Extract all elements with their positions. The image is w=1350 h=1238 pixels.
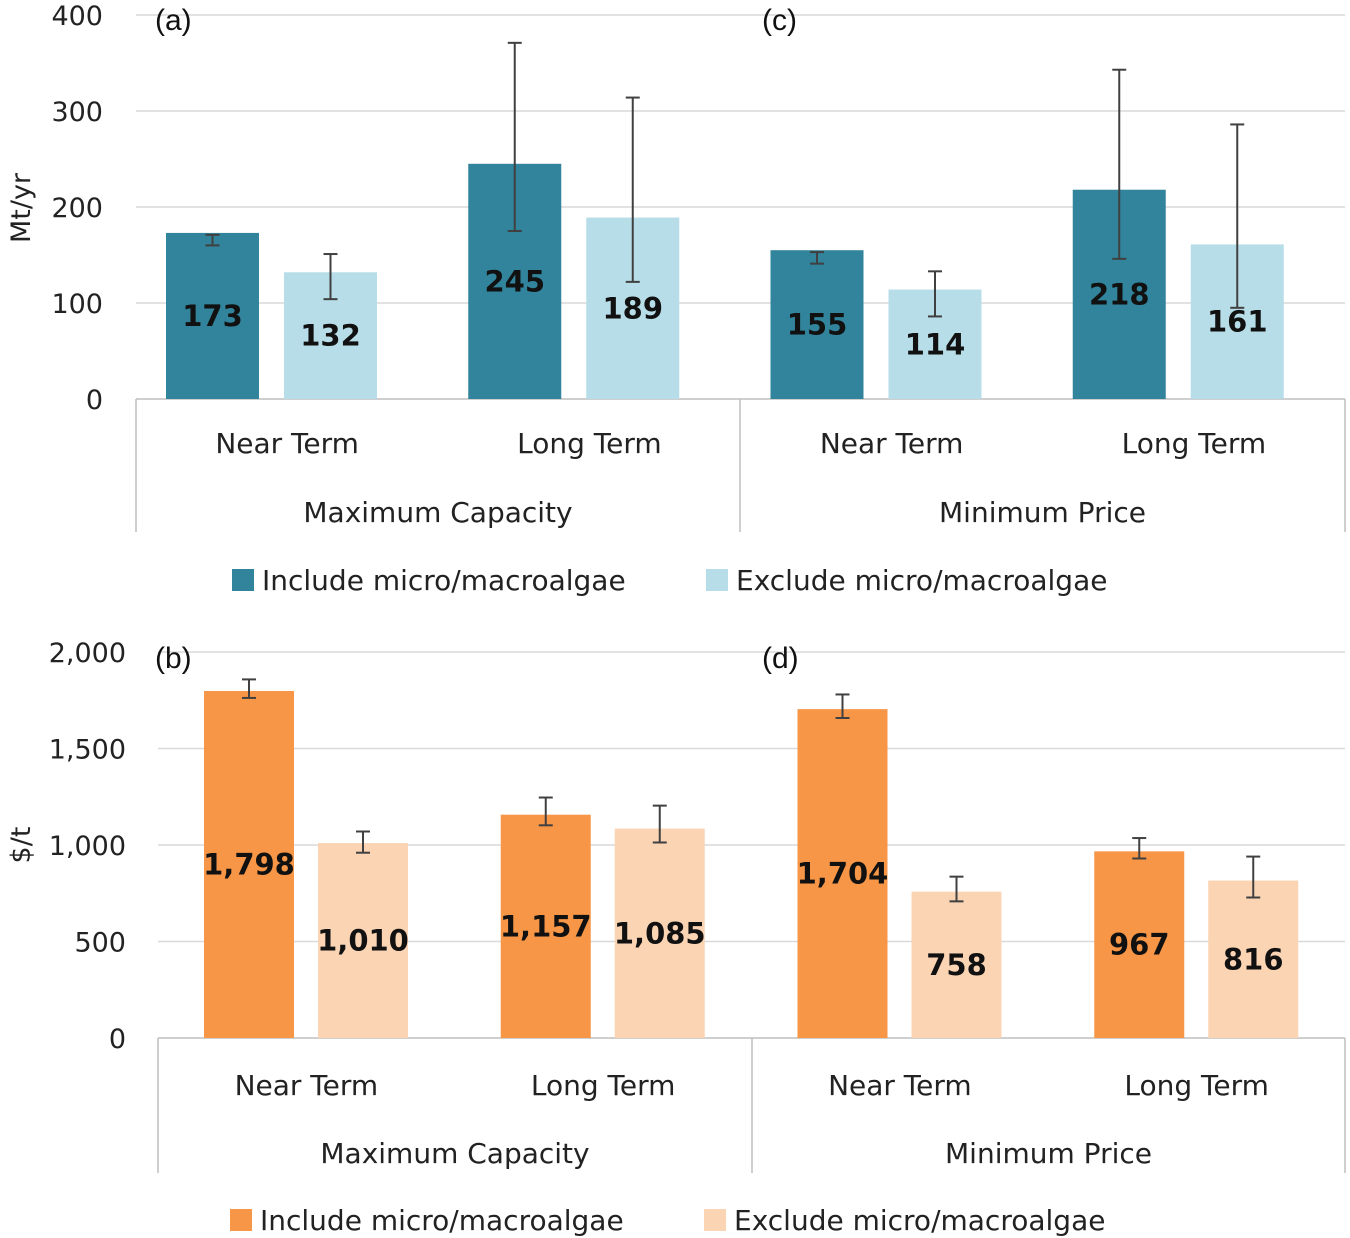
panel-label: (d)	[762, 642, 799, 675]
x-tick-label: Long Term	[517, 427, 662, 460]
y-tick-label: 300	[51, 97, 103, 128]
y-tick-label: 400	[51, 1, 103, 32]
bar	[166, 232, 259, 399]
legend-label: Exclude micro/macroalgae	[734, 1204, 1105, 1237]
data-label: 218	[1089, 277, 1150, 311]
x-tick-label: Near Term	[820, 427, 964, 460]
bar	[500, 814, 591, 1038]
group-label: Minimum Price	[939, 496, 1146, 529]
y-axis-title: $/t	[6, 827, 37, 864]
bar	[614, 828, 705, 1038]
x-tick-label: Long Term	[1122, 427, 1267, 460]
y-axis-title: Mt/yr	[6, 172, 37, 243]
data-label: 132	[300, 319, 361, 353]
data-label: 173	[182, 299, 243, 333]
chart-1: 0 500 1,000 1,500 2,000 $/t 1,798 1,157 1,704 967…	[6, 638, 1346, 1237]
bar	[1094, 851, 1185, 1038]
legend-label: Include micro/macroalgae	[262, 564, 626, 597]
panel-label: (b)	[155, 642, 192, 675]
y-tick-label: 0	[86, 385, 103, 416]
y-tick-label: 100	[51, 289, 103, 320]
x-tick-label: Near Term	[215, 427, 359, 460]
data-label: 1,704	[797, 857, 889, 891]
bar	[318, 843, 408, 1038]
legend-label: Include micro/macroalgae	[260, 1204, 624, 1237]
y-tick-label: 500	[74, 928, 126, 959]
data-label: 1,085	[614, 916, 706, 950]
y-tick-label: 1,000	[49, 831, 126, 862]
data-label: 1,798	[203, 847, 295, 881]
data-label: 1,157	[500, 909, 592, 943]
y-tick-label: 200	[51, 193, 103, 224]
legend-swatch	[706, 569, 728, 591]
y-tick-label: 0	[109, 1024, 126, 1055]
group-label: Minimum Price	[945, 1137, 1152, 1170]
x-tick-label: Near Term	[235, 1069, 379, 1102]
x-tick-label: Near Term	[828, 1069, 972, 1102]
x-tick-label: Long Term	[1124, 1069, 1269, 1102]
bar	[204, 690, 294, 1038]
data-label: 967	[1109, 928, 1170, 962]
legend-swatch	[230, 1209, 252, 1231]
legend-label: Exclude micro/macroalgae	[736, 564, 1107, 597]
data-label: 816	[1223, 942, 1284, 976]
bar	[1208, 880, 1299, 1038]
data-label: 189	[602, 291, 663, 325]
data-label: 245	[484, 264, 545, 298]
data-label: 758	[926, 948, 987, 982]
data-label: 155	[787, 308, 848, 342]
data-label: 114	[905, 327, 966, 361]
panel-label: (a)	[155, 4, 192, 37]
bar	[797, 709, 888, 1038]
group-label: Maximum Capacity	[320, 1137, 589, 1170]
panel-label: (c)	[762, 4, 797, 37]
x-tick-label: Long Term	[531, 1069, 676, 1102]
y-tick-label: 2,000	[49, 638, 126, 669]
group-label: Maximum Capacity	[303, 496, 572, 529]
legend-swatch	[704, 1209, 726, 1231]
data-label: 161	[1207, 305, 1268, 339]
bar	[911, 891, 1002, 1038]
bar	[770, 250, 864, 399]
data-label: 1,010	[317, 924, 409, 958]
legend-swatch	[232, 569, 254, 591]
y-tick-label: 1,500	[49, 735, 126, 766]
chart-0: 0 100 200 300 400 Mt/yr 173 245 155 218 132 189 114 1…	[6, 1, 1346, 597]
